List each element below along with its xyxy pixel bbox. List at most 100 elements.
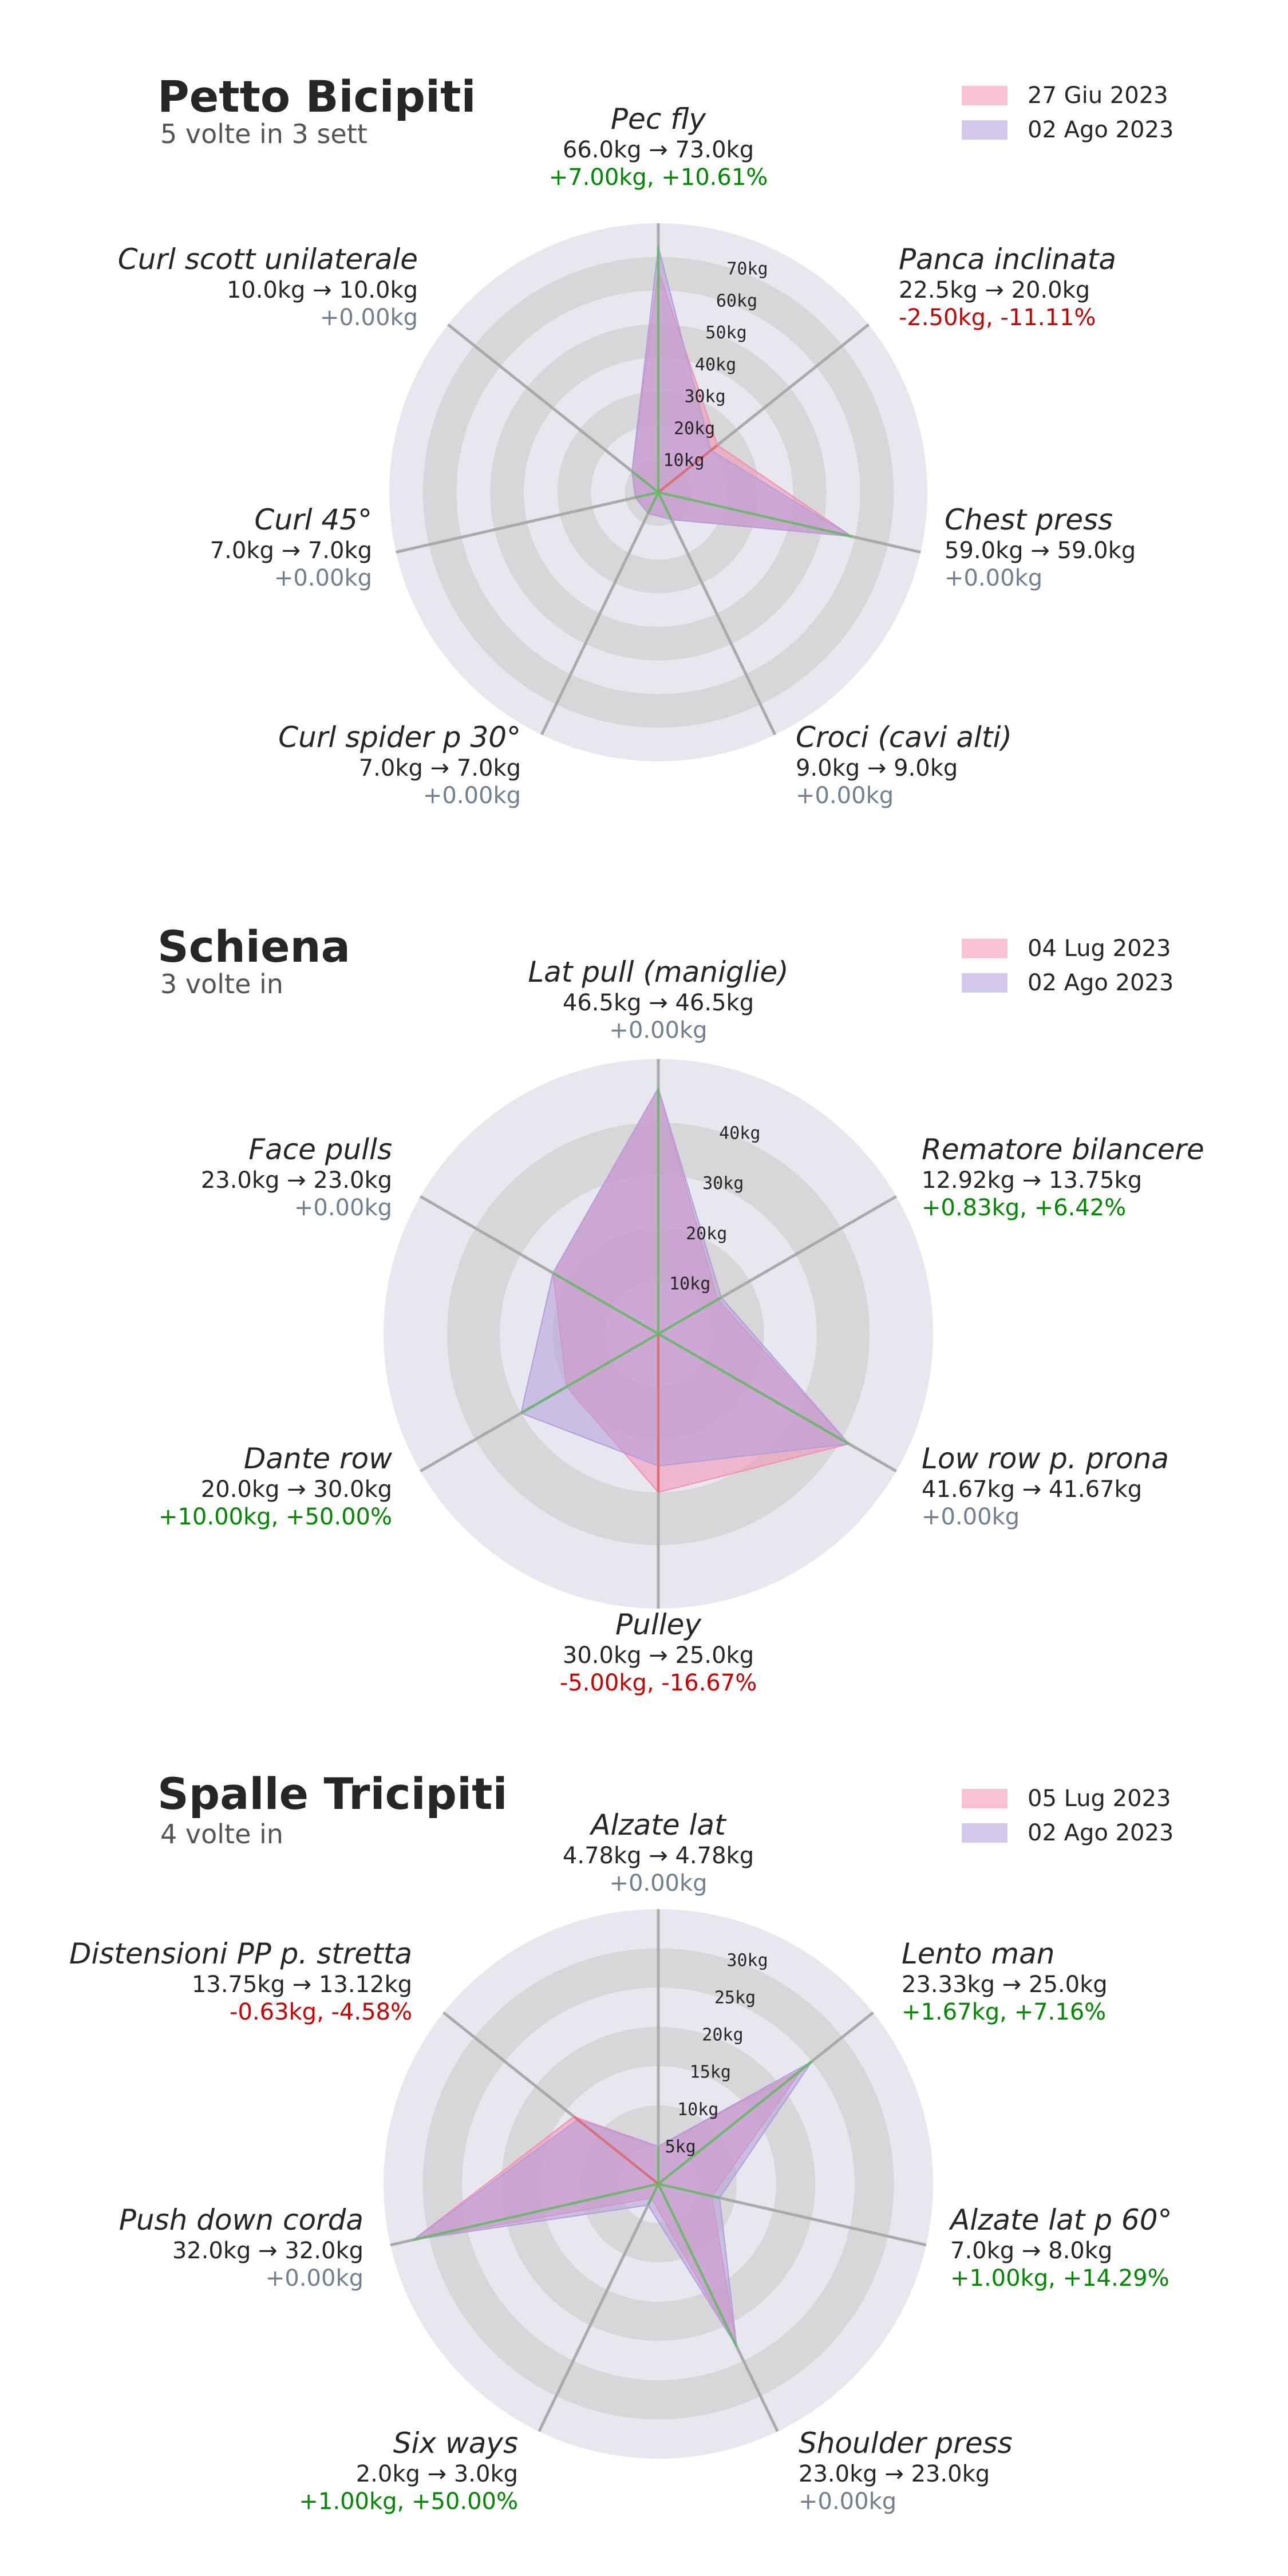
axis-name: Pec fly xyxy=(611,102,707,136)
axis-values: 4.78kg → 4.78kg xyxy=(563,1843,754,1869)
axis-values: 22.5kg → 20.0kg xyxy=(899,277,1090,303)
axis-delta: +10.00kg, +50.00% xyxy=(159,1504,392,1530)
chart-subtitle: 4 volte in xyxy=(160,1819,283,1850)
axis-delta: -2.50kg, -11.11% xyxy=(899,305,1096,331)
axis-values: 32.0kg → 32.0kg xyxy=(172,2238,364,2264)
legend-label: 02 Ago 2023 xyxy=(1028,1820,1174,1846)
axis-name: Six ways xyxy=(393,2427,518,2460)
axis-delta: +1.00kg, +50.00% xyxy=(299,2488,518,2515)
radial-tick-label: 30kg xyxy=(702,1174,744,1194)
axis-name: Lento man xyxy=(902,1937,1054,1970)
radar-spoke xyxy=(538,2183,660,2432)
delta-spoke xyxy=(658,1296,722,1335)
axis-name: Low row p. prona xyxy=(922,1442,1169,1475)
radial-tick-label: 10kg xyxy=(663,451,704,471)
delta-spoke xyxy=(647,492,659,514)
radial-tick-label: 30kg xyxy=(726,1950,768,1970)
axis-delta: -0.63kg, -4.58% xyxy=(230,1999,412,2025)
legend: 04 Lug 2023 02 Ago 2023 xyxy=(962,935,1174,996)
axis-values: 23.33kg → 25.0kg xyxy=(902,1971,1108,1998)
axis-values: 20.0kg → 30.0kg xyxy=(201,1476,392,1503)
delta-spoke xyxy=(658,1333,850,1445)
delta-spoke xyxy=(657,2060,813,2185)
axis-delta: +0.00kg xyxy=(796,783,894,809)
radial-tick-label: 5kg xyxy=(665,2137,696,2157)
axis-delta: +0.83kg, +6.42% xyxy=(922,1195,1126,1221)
delta-spoke xyxy=(658,491,852,538)
axis-name: Alzate lat xyxy=(589,1808,727,1842)
axis-name: Panca inclinata xyxy=(899,243,1116,276)
radial-tick-label: 20kg xyxy=(674,418,715,438)
axis-name: Dante row xyxy=(244,1442,392,1475)
radial-tick-label: 40kg xyxy=(719,1124,760,1144)
axis-delta: +0.00kg xyxy=(609,1870,707,1897)
delta-spoke xyxy=(552,1272,659,1335)
axis-delta: +7.00kg, +10.61% xyxy=(549,164,768,191)
axis-values: 41.67kg → 41.67kg xyxy=(922,1476,1142,1503)
axis-label-1: Lat pull (maniglie)46.5kg → 46.5kg+0.00k… xyxy=(528,955,788,1044)
axis-name: Curl 45° xyxy=(254,503,372,536)
legend-swatch xyxy=(962,1823,1008,1843)
axis-delta: +0.00kg xyxy=(423,783,521,809)
delta-spoke xyxy=(657,2183,738,2348)
axis-values: 23.0kg → 23.0kg xyxy=(201,1167,392,1194)
axis-delta: +0.00kg xyxy=(945,565,1042,591)
axis-name: Chest press xyxy=(945,503,1113,536)
legend-swatch xyxy=(962,973,1008,993)
legend-label: 05 Lug 2023 xyxy=(1028,1785,1171,1812)
axis-values: 9.0kg → 9.0kg xyxy=(796,755,958,781)
axis-name: Distensioni PP p. stretta xyxy=(69,1937,412,1970)
delta-spoke xyxy=(657,444,718,493)
axis-name: Curl spider p 30° xyxy=(278,721,521,754)
axis-values: 46.5kg → 46.5kg xyxy=(563,990,754,1016)
axis-delta: +0.00kg xyxy=(274,565,372,591)
chart-title: Spalle Tricipiti xyxy=(157,1768,508,1819)
series-area-2 xyxy=(631,246,852,538)
radial-tick-label: 70kg xyxy=(726,259,768,279)
legend-label: 02 Ago 2023 xyxy=(1028,970,1174,996)
radial-tick-label: 10kg xyxy=(669,1274,710,1294)
axis-values: 7.0kg → 7.0kg xyxy=(359,755,521,781)
radial-tick-label: 15kg xyxy=(690,2063,731,2083)
radial-tick-label: 30kg xyxy=(684,387,725,407)
delta-spoke xyxy=(520,1333,659,1415)
delta-spoke xyxy=(635,491,659,499)
axis-label-4: Croci (cavi alti)9.0kg → 9.0kg+0.00kg xyxy=(796,721,1012,809)
radial-tick-label: 20kg xyxy=(702,2025,743,2045)
legend-label: 02 Ago 2023 xyxy=(1028,117,1174,143)
axis-label-5: Curl spider p 30°7.0kg → 7.0kg+0.00kg xyxy=(278,721,521,809)
axis-values: 10.0kg → 10.0kg xyxy=(227,277,418,303)
axis-name: Curl scott unilaterale xyxy=(118,243,418,276)
axis-delta: +0.00kg xyxy=(266,2265,364,2291)
delta-spoke xyxy=(647,2183,659,2206)
axis-values: 7.0kg → 7.0kg xyxy=(210,538,372,564)
axis-values: 59.0kg → 59.0kg xyxy=(945,538,1136,564)
radar-spoke xyxy=(657,491,777,736)
axis-values: 66.0kg → 73.0kg xyxy=(563,137,754,163)
axis-values: 13.75kg → 13.12kg xyxy=(192,1971,412,1998)
delta-spoke xyxy=(657,492,673,520)
axis-values: 23.0kg → 23.0kg xyxy=(799,2461,990,2487)
axis-delta: +0.00kg xyxy=(922,1504,1020,1530)
axis-delta: -5.00kg, -16.67% xyxy=(560,1670,757,1696)
axis-name: Push down corda xyxy=(119,2203,364,2237)
axis-delta: +0.00kg xyxy=(294,1195,392,1221)
delta-spoke xyxy=(658,2183,720,2199)
axis-label-6: Curl 45°7.0kg → 7.0kg+0.00kg xyxy=(210,503,372,591)
legend-label: 04 Lug 2023 xyxy=(1028,935,1171,962)
axis-name: Croci (cavi alti) xyxy=(796,721,1012,754)
